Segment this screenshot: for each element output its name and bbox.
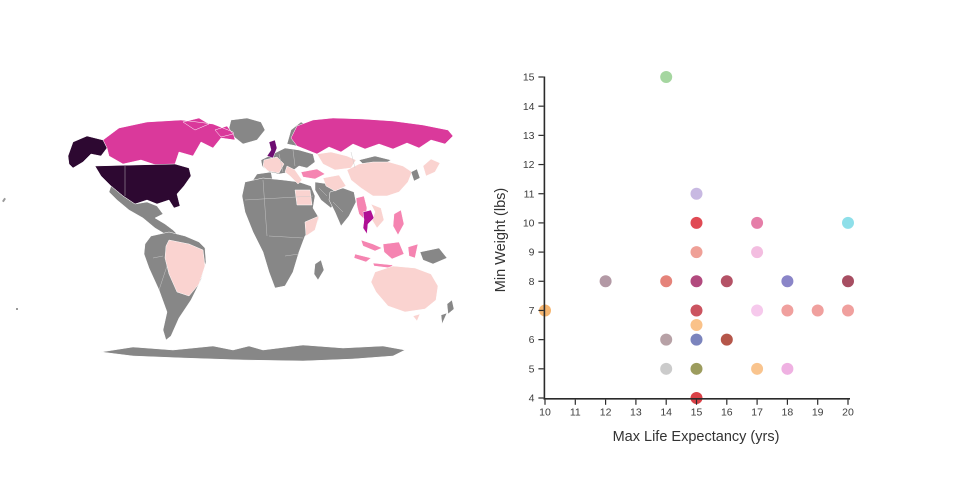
y-tick-label: 4: [529, 393, 535, 405]
scatter-point[interactable]: [660, 275, 673, 288]
y-tick-label: 9: [529, 247, 535, 259]
x-tick-label: 12: [600, 407, 612, 419]
map-edge-fragment: [16, 308, 18, 310]
scatter-point[interactable]: [690, 362, 703, 375]
country-borders: [124, 149, 356, 291]
x-tick-label: 16: [721, 407, 733, 419]
points-group: [539, 71, 854, 404]
y-tick-label: 11: [524, 188, 535, 200]
map-region-usa[interactable]: [94, 163, 192, 209]
y-axis-title: Min Weight (lbs): [493, 188, 509, 292]
y-axis-ticks: 4 5 6 7 8 9 10 11 12 13 14 15: [523, 72, 544, 405]
x-tick-label: 14: [660, 407, 672, 419]
map-region-central-asia[interactable]: [316, 151, 357, 171]
y-tick-label: 14: [523, 101, 535, 113]
scatter-point[interactable]: [690, 216, 703, 229]
x-tick-label: 19: [812, 407, 824, 419]
map-region-brazil[interactable]: [164, 239, 206, 297]
map-region-somalia[interactable]: [304, 215, 320, 237]
scatter-point[interactable]: [690, 304, 703, 317]
map-region-europe[interactable]: [252, 147, 316, 187]
scatter-point[interactable]: [781, 275, 794, 288]
scatter-chart: 10 11 12 13 14 15 16 17 18 19 20 4 5 6 7 8 9 10 11 12 13 14 1…: [480, 0, 960, 500]
y-tick-label: 12: [523, 159, 535, 171]
map-region-china[interactable]: [346, 161, 413, 197]
x-tick-label: 18: [782, 407, 794, 419]
y-tick-label: 7: [529, 305, 535, 317]
x-tick-label: 17: [751, 407, 763, 419]
map-region-italy[interactable]: [284, 165, 303, 185]
scatter-point[interactable]: [690, 187, 703, 200]
scatter-point[interactable]: [660, 333, 673, 346]
map-region-africa[interactable]: [241, 177, 320, 289]
map-region-malaysia[interactable]: [360, 239, 383, 252]
map-region-canada[interactable]: [102, 117, 236, 167]
map-region-new-guinea[interactable]: [419, 247, 448, 265]
scatter-point[interactable]: [811, 304, 824, 317]
x-tick-label: 13: [630, 407, 642, 419]
map-region-turkey[interactable]: [300, 168, 326, 180]
map-region-russia[interactable]: [290, 117, 454, 155]
y-tick-label: 10: [523, 218, 535, 230]
x-axis-title: Max Life Expectancy (yrs): [613, 429, 780, 445]
scatter-point[interactable]: [751, 362, 764, 375]
map-edge-fragment: [2, 197, 6, 203]
map-region-india[interactable]: [328, 187, 357, 227]
map-region-philippines[interactable]: [392, 209, 405, 236]
scatter-point[interactable]: [720, 333, 733, 346]
y-tick-label: 8: [529, 276, 535, 288]
map-region-vietnam[interactable]: [370, 203, 385, 229]
map-region-korea[interactable]: [410, 168, 421, 182]
world-choropleth-map: [63, 116, 465, 368]
x-tick-label: 20: [842, 407, 854, 419]
scatter-svg: 10 11 12 13 14 15 16 17 18 19 20 45678910111213141…: [493, 71, 854, 445]
map-region-antarctica[interactable]: [100, 344, 406, 362]
scatter-point[interactable]: [720, 275, 733, 288]
scatter-point[interactable]: [690, 333, 703, 346]
scatter-point[interactable]: [842, 275, 854, 288]
map-region-france[interactable]: [262, 156, 285, 174]
scatter-point[interactable]: [599, 275, 612, 288]
map-region-new-zealand[interactable]: [440, 299, 455, 325]
x-axis-ticks: 10 11 12 13 14 15 16 17 18 19 20: [539, 399, 854, 419]
map-region-iran[interactable]: [322, 174, 347, 192]
scatter-point[interactable]: [751, 216, 764, 229]
scatter-point[interactable]: [781, 362, 794, 375]
scatter-point[interactable]: [660, 362, 673, 375]
y-tick-label: 5: [529, 363, 535, 375]
scatter-point[interactable]: [842, 216, 854, 229]
y-tick-label: 15: [523, 72, 535, 84]
scatter-point[interactable]: [751, 246, 764, 259]
scatter-point[interactable]: [690, 275, 703, 288]
map-region-japan[interactable]: [422, 158, 441, 177]
map-region-thailand[interactable]: [362, 209, 375, 235]
scatter-point[interactable]: [690, 319, 703, 332]
scatter-point[interactable]: [751, 304, 764, 317]
map-region-madagascar[interactable]: [313, 259, 325, 281]
map-region-australia[interactable]: [370, 265, 439, 322]
x-tick-label: 10: [539, 407, 551, 419]
map-region-mexico[interactable]: [108, 185, 180, 241]
x-tick-label: 15: [691, 407, 703, 419]
y-tick-label: 13: [523, 130, 535, 142]
x-tick-label: 11: [570, 407, 581, 419]
map-region-alaska[interactable]: [67, 135, 108, 169]
scatter-point[interactable]: [690, 246, 703, 259]
y-tick-label: 6: [529, 334, 535, 346]
scatter-point[interactable]: [842, 304, 854, 317]
map-region-egypt[interactable]: [294, 189, 313, 206]
scatter-point[interactable]: [660, 71, 673, 83]
map-svg: [67, 117, 455, 362]
scatter-point[interactable]: [781, 304, 794, 317]
